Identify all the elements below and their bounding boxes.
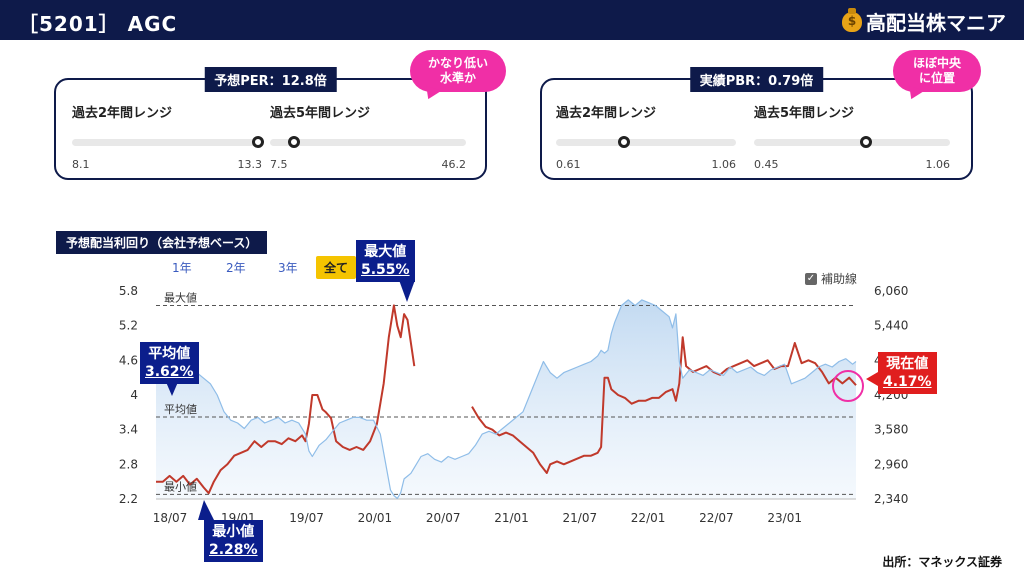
reference-line-label: 最小値: [164, 480, 197, 493]
period-all-button[interactable]: 全て: [316, 256, 357, 279]
per-range-2y-track: [72, 136, 265, 148]
pbr-range-2y: 過去2年間レンジ 0.61 1.06: [556, 102, 736, 171]
per-range-5y-marker: [287, 136, 300, 148]
current-value-highlight-circle: [832, 370, 864, 402]
pbr-range-2y-marker: [618, 136, 631, 148]
max-value-callout: 最大値 5.55%: [356, 240, 415, 282]
y-right-tick-label: 3,580: [874, 423, 908, 437]
yield-series-line: [156, 304, 416, 495]
min-callout-pointer: [198, 500, 214, 520]
pbr-range-5y-track: [754, 136, 950, 148]
y-right-tick-label: 5,440: [874, 319, 908, 333]
header-bar: ［5201］ AGC $ 高配当株マニア: [0, 0, 1024, 40]
now-callout-label: 現在値: [886, 356, 929, 372]
y-right-tick-label: 6,060: [874, 284, 908, 298]
chart-title: 予想配当利回り（会社予想ベース）: [56, 231, 268, 254]
min-callout-label: 最小値: [212, 524, 255, 540]
period-3y-button[interactable]: 3年: [278, 261, 298, 275]
pbr-range-2y-label: 過去2年間レンジ: [556, 106, 657, 121]
pbr-range-2y-track: [556, 136, 736, 148]
y-left-tick-label: 4.6: [119, 353, 138, 367]
pbr-range-5y-min: 0.45: [754, 158, 779, 171]
y-left-tick-label: 5.2: [119, 319, 138, 333]
x-tick-label: 18/07: [153, 511, 188, 525]
price-series-line: [155, 299, 857, 499]
x-tick-label: 20/07: [426, 511, 461, 525]
current-value-callout: 現在値 4.17%: [878, 352, 937, 394]
per-range-2y-marker: [252, 136, 265, 148]
now-callout-value: 4.17%: [883, 374, 932, 390]
max-callout-value: 5.55%: [361, 262, 410, 278]
max-callout-pointer: [399, 280, 415, 302]
reference-line-label: 平均値: [164, 403, 197, 416]
avg-callout-value: 3.62%: [145, 364, 194, 380]
x-tick-label: 23/01: [767, 511, 802, 525]
helper-lines-toggle[interactable]: ✓ 補助線: [805, 270, 857, 287]
yield-series-line: [471, 336, 857, 474]
min-value-callout: 最小値 2.28%: [204, 520, 263, 562]
brand-logo: $ 高配当株マニア: [842, 7, 1006, 36]
per-comment-text: かなり低い 水準か: [427, 56, 488, 85]
pbr-comment-text: ほぼ中央 に位置: [912, 56, 961, 85]
per-range-5y: 過去5年間レンジ 7.5 46.2: [270, 102, 466, 171]
avg-callout-pointer: [166, 382, 178, 396]
per-range-2y-min: 8.1: [72, 158, 90, 171]
per-range-2y-max: 13.3: [237, 158, 263, 171]
pbr-panel: 実績PBR：0.79倍 過去2年間レンジ 0.61 1.06 過去5年間レンジ …: [540, 67, 973, 180]
y-left-tick-label: 2.8: [119, 457, 138, 471]
per-comment-bubble: かなり低い 水準か: [410, 50, 506, 92]
pbr-title: 実績PBR：0.79倍: [689, 67, 824, 92]
avg-callout-label: 平均値: [148, 346, 191, 362]
per-range-5y-min: 7.5: [270, 158, 288, 171]
pbr-range-5y-max: 1.06: [925, 158, 951, 171]
per-range-2y: 過去2年間レンジ 8.1 13.3: [72, 102, 265, 171]
y-right-tick-label: 2,960: [874, 457, 908, 471]
pbr-range-5y-label: 過去5年間レンジ: [754, 106, 855, 121]
reference-line-label: 最大値: [164, 290, 197, 304]
y-left-tick-label: 2.2: [119, 492, 138, 506]
per-panel: 予想PER：12.8倍 過去2年間レンジ 8.1 13.3 過去5年間レンジ 7…: [54, 67, 487, 180]
x-tick-label: 19/07: [289, 511, 324, 525]
max-callout-label: 最大値: [364, 244, 407, 260]
per-range-5y-label: 過去5年間レンジ: [270, 106, 371, 121]
y-right-tick-label: 2,340: [874, 492, 908, 506]
y-left-tick-label: 3.4: [119, 423, 138, 437]
pbr-range-5y-marker: [859, 136, 872, 148]
per-range-5y-track: [270, 136, 466, 148]
y-left-tick-label: 4: [130, 388, 138, 402]
min-callout-value: 2.28%: [209, 542, 258, 558]
brand-name: 高配当株マニア: [866, 11, 1006, 35]
price-area-fill: [156, 299, 856, 499]
stock-title: ［5201］ AGC: [18, 12, 178, 36]
x-tick-label: 21/01: [494, 511, 529, 525]
per-title: 予想PER：12.8倍: [204, 67, 337, 92]
per-range-5y-max: 46.2: [441, 158, 467, 171]
x-tick-label: 21/07: [563, 511, 598, 525]
y-left-tick-label: 5.8: [119, 284, 138, 298]
checkbox-checked-icon[interactable]: ✓: [805, 272, 817, 285]
pbr-range-2y-min: 0.61: [556, 158, 581, 171]
pbr-comment-bubble: ほぼ中央 に位置: [893, 50, 981, 92]
period-2y-button[interactable]: 2年: [226, 261, 246, 275]
pbr-range-2y-max: 1.06: [711, 158, 737, 171]
period-1y-button[interactable]: 1年: [172, 261, 192, 275]
x-tick-label: 20/01: [358, 511, 393, 525]
per-range-2y-label: 過去2年間レンジ: [72, 106, 173, 121]
pbr-range-5y: 過去5年間レンジ 0.45 1.06: [754, 102, 950, 171]
x-tick-label: 22/01: [631, 511, 666, 525]
source-credit: 出所：マネックス証券: [882, 555, 1002, 569]
average-value-callout: 平均値 3.62%: [140, 342, 199, 384]
x-tick-label: 22/07: [699, 511, 734, 525]
now-callout-pointer: [866, 372, 878, 386]
helper-lines-label: 補助線: [821, 272, 858, 286]
money-bag-icon: $: [842, 7, 862, 32]
